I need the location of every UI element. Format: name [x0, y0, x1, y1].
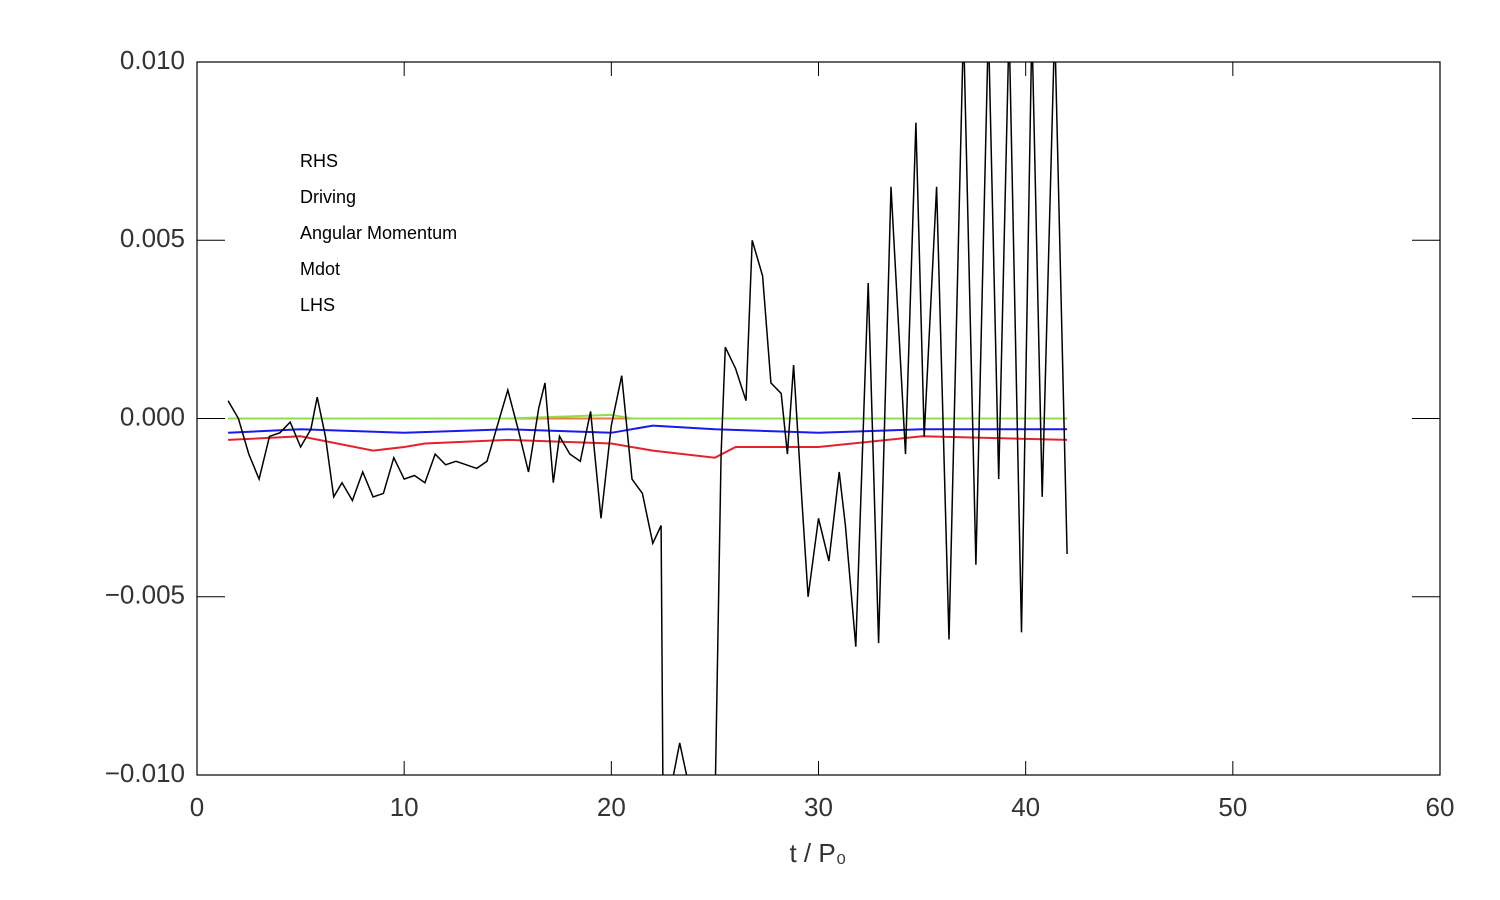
plot-area — [227, 62, 1068, 775]
legend-entry: Driving — [300, 187, 356, 207]
x-tick-label: 40 — [1011, 792, 1040, 822]
y-tick-label: 0.005 — [120, 223, 185, 253]
y-tick-label: 0.010 — [120, 45, 185, 75]
legend-entry: Mdot — [300, 259, 340, 279]
legend-entry: RHS — [300, 151, 338, 171]
x-tick-label: 30 — [804, 792, 833, 822]
series-line — [227, 62, 1068, 775]
series-line — [228, 435, 1068, 459]
legend-entry: Angular Momentum — [300, 223, 457, 243]
x-tick-label: 20 — [597, 792, 626, 822]
series-line — [228, 424, 1068, 434]
x-tick-label: 0 — [190, 792, 204, 822]
x-tick-label: 50 — [1218, 792, 1247, 822]
y-tick-label: 0.000 — [120, 401, 185, 431]
legend-entry: LHS — [300, 295, 335, 315]
y-tick-label: −0.010 — [105, 758, 185, 788]
series-line — [228, 413, 1068, 420]
x-axis-label: t / P₀ — [789, 838, 846, 868]
x-tick-label: 10 — [390, 792, 419, 822]
x-tick-label: 60 — [1426, 792, 1455, 822]
y-tick-label: −0.005 — [105, 580, 185, 610]
